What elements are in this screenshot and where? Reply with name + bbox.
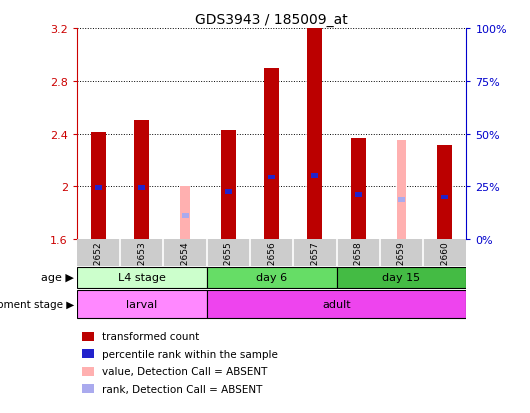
- Bar: [182, 214, 189, 218]
- Text: rank, Detection Call = ABSENT: rank, Detection Call = ABSENT: [102, 384, 263, 394]
- Text: GSM542652: GSM542652: [94, 241, 103, 295]
- Bar: [441, 195, 448, 200]
- Bar: [134, 121, 149, 240]
- Bar: [312, 174, 319, 179]
- Bar: [225, 190, 232, 195]
- Text: development stage ▶: development stage ▶: [0, 299, 74, 310]
- Bar: [264, 69, 279, 240]
- Bar: [95, 186, 102, 190]
- Title: GDS3943 / 185009_at: GDS3943 / 185009_at: [195, 12, 348, 26]
- Text: GSM542660: GSM542660: [440, 241, 449, 295]
- Text: value, Detection Call = ABSENT: value, Detection Call = ABSENT: [102, 366, 268, 376]
- Text: GSM542653: GSM542653: [137, 241, 146, 295]
- Bar: [398, 198, 405, 202]
- Text: GSM542655: GSM542655: [224, 241, 233, 295]
- Bar: [355, 192, 361, 197]
- Text: GSM542657: GSM542657: [311, 241, 320, 295]
- Bar: [77, 291, 207, 318]
- Text: GSM542656: GSM542656: [267, 241, 276, 295]
- Text: transformed count: transformed count: [102, 332, 199, 342]
- Bar: [221, 130, 236, 240]
- Text: larval: larval: [126, 299, 157, 309]
- Text: percentile rank within the sample: percentile rank within the sample: [102, 349, 278, 359]
- Bar: [397, 141, 406, 240]
- Bar: [180, 187, 190, 240]
- Text: L4 stage: L4 stage: [118, 272, 166, 282]
- Text: GSM542658: GSM542658: [354, 241, 363, 295]
- Bar: [91, 133, 106, 240]
- Text: day 6: day 6: [256, 272, 287, 282]
- Text: age ▶: age ▶: [41, 273, 74, 283]
- Bar: [268, 176, 275, 180]
- Bar: [138, 186, 145, 190]
- Bar: [77, 268, 207, 288]
- Bar: [337, 268, 466, 288]
- Text: GSM542659: GSM542659: [397, 241, 406, 295]
- Bar: [307, 29, 322, 240]
- Text: day 15: day 15: [383, 272, 420, 282]
- Text: adult: adult: [322, 299, 351, 309]
- Bar: [351, 138, 366, 240]
- Bar: [437, 146, 452, 240]
- Text: GSM542654: GSM542654: [181, 241, 190, 295]
- Bar: [207, 291, 466, 318]
- Bar: [207, 268, 337, 288]
